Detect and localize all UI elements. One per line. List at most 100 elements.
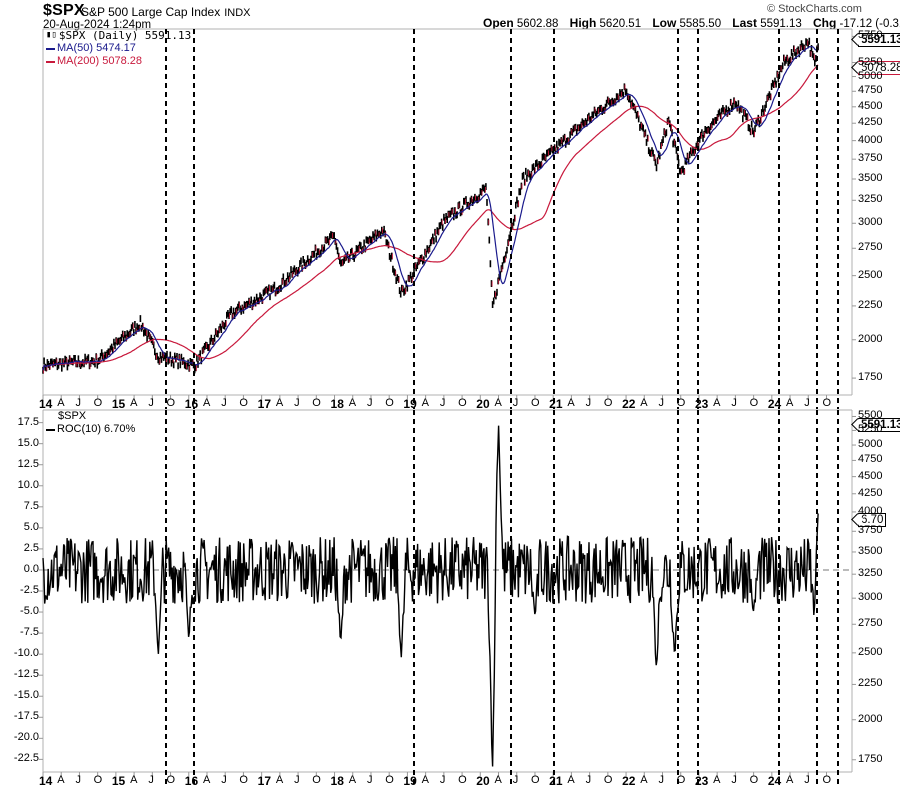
bar-chart-icon: ▮▯ [46, 30, 57, 40]
x-axis-tick-label: A [567, 774, 575, 786]
x-axis-tick-label: J [366, 397, 373, 409]
price-axis-tick-label: 3250 [858, 193, 883, 206]
x-axis-tick-label: A [713, 397, 721, 409]
x-axis-tick-label: O [385, 397, 394, 409]
x-axis-tick-label: 20 [476, 774, 490, 788]
x-axis-tick-label: O [312, 774, 321, 786]
x-axis-tick-label: J [294, 774, 300, 786]
x-axis-tick-label: A [348, 774, 357, 786]
x-axis-tick-label: O [822, 397, 832, 409]
x-axis-tick-label: J [75, 397, 81, 409]
price-axis-tick-label: 5250 [858, 55, 883, 68]
x-axis-tick-label: O [676, 397, 686, 409]
legend-ma200-label: MA(200) 5078.28 [57, 55, 142, 67]
x-axis-tick-label: J [731, 774, 737, 786]
legend-ma50: MA(50) 5474.17 [46, 42, 191, 55]
x-axis-tick-label: 16 [184, 774, 199, 788]
x-axis-tick-label: A [421, 397, 429, 409]
roc-right-axis-tick-label: 3500 [858, 544, 883, 557]
roc-legend: $SPX ROC(10) 6.70% [46, 410, 135, 436]
x-axis-tick-label: J [512, 774, 519, 786]
x-axis-tick-label: J [658, 774, 665, 786]
roc-axis-tick-label: 10.0 [17, 478, 39, 491]
x-axis-tick-label: O [385, 774, 394, 786]
legend-ma50-label: MA(50) 5474.17 [57, 42, 136, 54]
roc-right-axis-tick-label: 3750 [858, 524, 883, 537]
chg-label: Chg [812, 16, 837, 30]
x-axis-tick-label: 19 [403, 774, 417, 788]
roc-axis-tick-label: -15.0 [13, 689, 39, 702]
x-axis-tick-label: O [530, 397, 540, 409]
ma50-line [42, 45, 819, 371]
legend-roc: ROC(10) 6.70% [46, 423, 135, 436]
x-axis-tick-label: 24 [767, 397, 782, 411]
x-axis-tick-label: A [786, 397, 794, 409]
high-label: High [569, 16, 597, 30]
x-axis-tick-label: A [494, 774, 502, 786]
x-axis-tick-label: A [713, 774, 721, 786]
roc-axis-tick-label: 12.5 [17, 457, 39, 470]
x-axis-tick-label: O [166, 397, 176, 409]
x-axis-tick-label: A [57, 397, 65, 409]
price-axis-tick-label: 5000 [858, 69, 883, 82]
x-axis-tick-label: 14 [39, 397, 53, 411]
roc-right-axis-tick-label: 5000 [858, 438, 883, 451]
legend-price: ▮▯ $SPX (Daily) 5591.13 [46, 29, 191, 42]
roc-right-axis-tick-label: 5250 [858, 423, 883, 436]
x-axis-tick-label: J [294, 397, 300, 409]
x-axis-tick-label: A [202, 774, 211, 786]
roc-right-axis-tick-label: 2250 [858, 677, 883, 690]
price-axis-tick-label: 2750 [858, 241, 883, 254]
roc-panel-price-tag: 5591.13 [858, 418, 900, 432]
x-axis-tick-label: A [348, 397, 357, 409]
x-axis-tick-label: 20 [476, 397, 490, 411]
x-axis-tick-label: J [804, 397, 810, 409]
price-axis-tick-label: 2500 [858, 268, 883, 281]
roc-right-axis-tick-label: 2000 [858, 712, 883, 725]
x-axis-tick-label: O [603, 397, 613, 409]
down-bars [43, 40, 819, 374]
ma50-swatch [46, 47, 55, 50]
ma200-line [42, 64, 819, 371]
x-axis-tick-label: 17 [257, 774, 271, 788]
legend-ma200: MA(200) 5078.28 [46, 55, 191, 68]
roc-axis-tick-label: -10.0 [13, 647, 39, 660]
x-axis-tick-label: O [239, 774, 248, 786]
x-axis-tick-label: A [786, 774, 794, 786]
roc-axis-tick-label: 0.0 [23, 562, 39, 575]
roc-right-axis-tick-label: 4000 [858, 504, 883, 517]
open-value: 5602.88 [516, 18, 559, 30]
roc-right-axis-tick-label: 2500 [858, 645, 883, 658]
chg-value: -17.12 (-0.31%) [839, 18, 900, 30]
x-axis-tick-label: J [148, 774, 154, 786]
x-axis-tick-label: O [458, 397, 467, 409]
x-axis-tick-label: 18 [330, 774, 344, 788]
x-axis-tick-label: J [512, 397, 519, 409]
ma200-tag: 5078.28 [858, 61, 900, 75]
x-axis-tick-label: 16 [184, 397, 199, 411]
x-axis-tick-label: 23 [694, 774, 709, 788]
x-axis-tick-label: 21 [549, 397, 563, 411]
x-axis-tick-label: J [366, 774, 373, 786]
x-axis-tick-label: A [130, 774, 138, 786]
x-axis-tick-label: J [75, 774, 81, 786]
x-axis-tick-label: J [804, 774, 810, 786]
low-value: 5585.50 [679, 18, 722, 30]
x-axis-tick-label: J [585, 397, 592, 409]
x-axis-tick-label: O [458, 774, 467, 786]
low-label: Low [652, 16, 677, 30]
roc-axis-tick-label: -7.5 [20, 626, 39, 639]
roc-swatch [46, 428, 55, 431]
roc-right-axis-tick-label: 1750 [858, 752, 883, 765]
roc-right-axis-tick-label: 3250 [858, 567, 883, 580]
x-axis-tick-label: 21 [549, 774, 563, 788]
price-axis-tick-label: 4500 [858, 99, 883, 112]
price-axis-tick-label: 5750 [858, 29, 883, 42]
legend-roc-symbol-label: $SPX [58, 410, 87, 422]
x-axis-tick-label: J [439, 774, 446, 786]
timestamp: 20-Aug-2024 1:24pm [43, 19, 152, 31]
x-axis-tick-label: 18 [330, 397, 344, 411]
x-axis-tick-label: O [822, 774, 832, 786]
x-axis-tick-label: 19 [403, 397, 417, 411]
